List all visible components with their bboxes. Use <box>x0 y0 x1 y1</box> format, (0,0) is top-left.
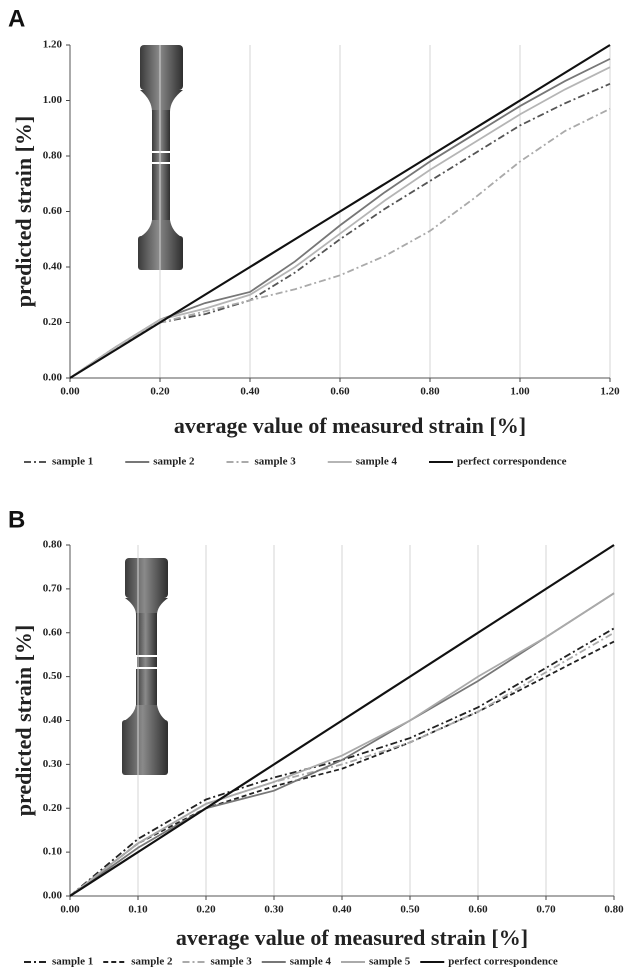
legend-label: sample 5 <box>369 956 411 968</box>
y-tick-label: 0.60 <box>43 626 63 638</box>
series-line <box>69 66 611 379</box>
x-tick-label: 0.40 <box>332 904 352 916</box>
x-tick-label: 1.00 <box>510 386 530 398</box>
y-tick-label: 0.80 <box>43 150 63 162</box>
y-tick-label: 1.20 <box>43 39 63 51</box>
legend-label: sample 4 <box>290 956 332 968</box>
x-axis-title: average value of measured strain [%] <box>174 413 526 438</box>
y-tick-label: 0.00 <box>43 372 63 384</box>
y-tick-label: 0.00 <box>43 890 63 902</box>
y-tick-label: 1.00 <box>43 94 63 106</box>
y-axis-title: predicted strain [%] <box>11 116 36 307</box>
y-tick-label: 0.40 <box>43 714 63 726</box>
y-tick-label: 0.40 <box>43 261 63 273</box>
x-tick-label: 0.60 <box>468 904 488 916</box>
legend-label: sample 1 <box>52 956 93 968</box>
series-line <box>69 44 611 379</box>
x-tick-label: 0.30 <box>264 904 284 916</box>
x-tick-label: 0.10 <box>128 904 148 916</box>
x-tick-label: 0.20 <box>150 386 170 398</box>
x-tick-label: 0.40 <box>240 386 260 398</box>
x-tick-label: 0.20 <box>196 904 216 916</box>
specimen-image-b <box>122 558 168 775</box>
x-tick-label: 0.80 <box>420 386 440 398</box>
legend-label: perfect correspondence <box>457 456 567 468</box>
panel-label: B <box>8 506 25 533</box>
y-tick-label: 0.20 <box>43 316 63 328</box>
x-tick-label: 0.00 <box>60 904 80 916</box>
series-line <box>69 640 615 897</box>
legend-label: sample 4 <box>356 456 398 468</box>
x-tick-label: 0.00 <box>60 386 80 398</box>
y-tick-label: 0.20 <box>43 802 63 814</box>
series-line <box>69 631 615 897</box>
legend-label: sample 3 <box>211 956 253 968</box>
series-line <box>69 592 615 897</box>
y-tick-label: 0.10 <box>43 846 63 858</box>
y-tick-label: 0.30 <box>43 758 63 770</box>
y-tick-label: 0.60 <box>43 205 63 217</box>
y-tick-label: 0.70 <box>43 582 63 594</box>
legend-label: sample 3 <box>255 456 297 468</box>
y-tick-label: 0.50 <box>43 670 63 682</box>
x-axis-title: average value of measured strain [%] <box>176 925 528 950</box>
y-tick-label: 0.80 <box>43 539 63 551</box>
panel-label: A <box>8 5 25 32</box>
legend-label: sample 2 <box>153 456 195 468</box>
x-tick-label: 0.80 <box>604 904 624 916</box>
y-axis-title: predicted strain [%] <box>11 625 36 816</box>
x-tick-label: 0.60 <box>330 386 350 398</box>
legend-label: sample 1 <box>52 456 93 468</box>
legend-label: perfect correspondence <box>448 956 558 968</box>
x-tick-label: 0.70 <box>536 904 556 916</box>
x-tick-label: 0.50 <box>400 904 420 916</box>
series-line <box>69 544 615 897</box>
legend-label: sample 2 <box>131 956 173 968</box>
series-line <box>69 592 615 897</box>
x-tick-label: 1.20 <box>600 386 620 398</box>
